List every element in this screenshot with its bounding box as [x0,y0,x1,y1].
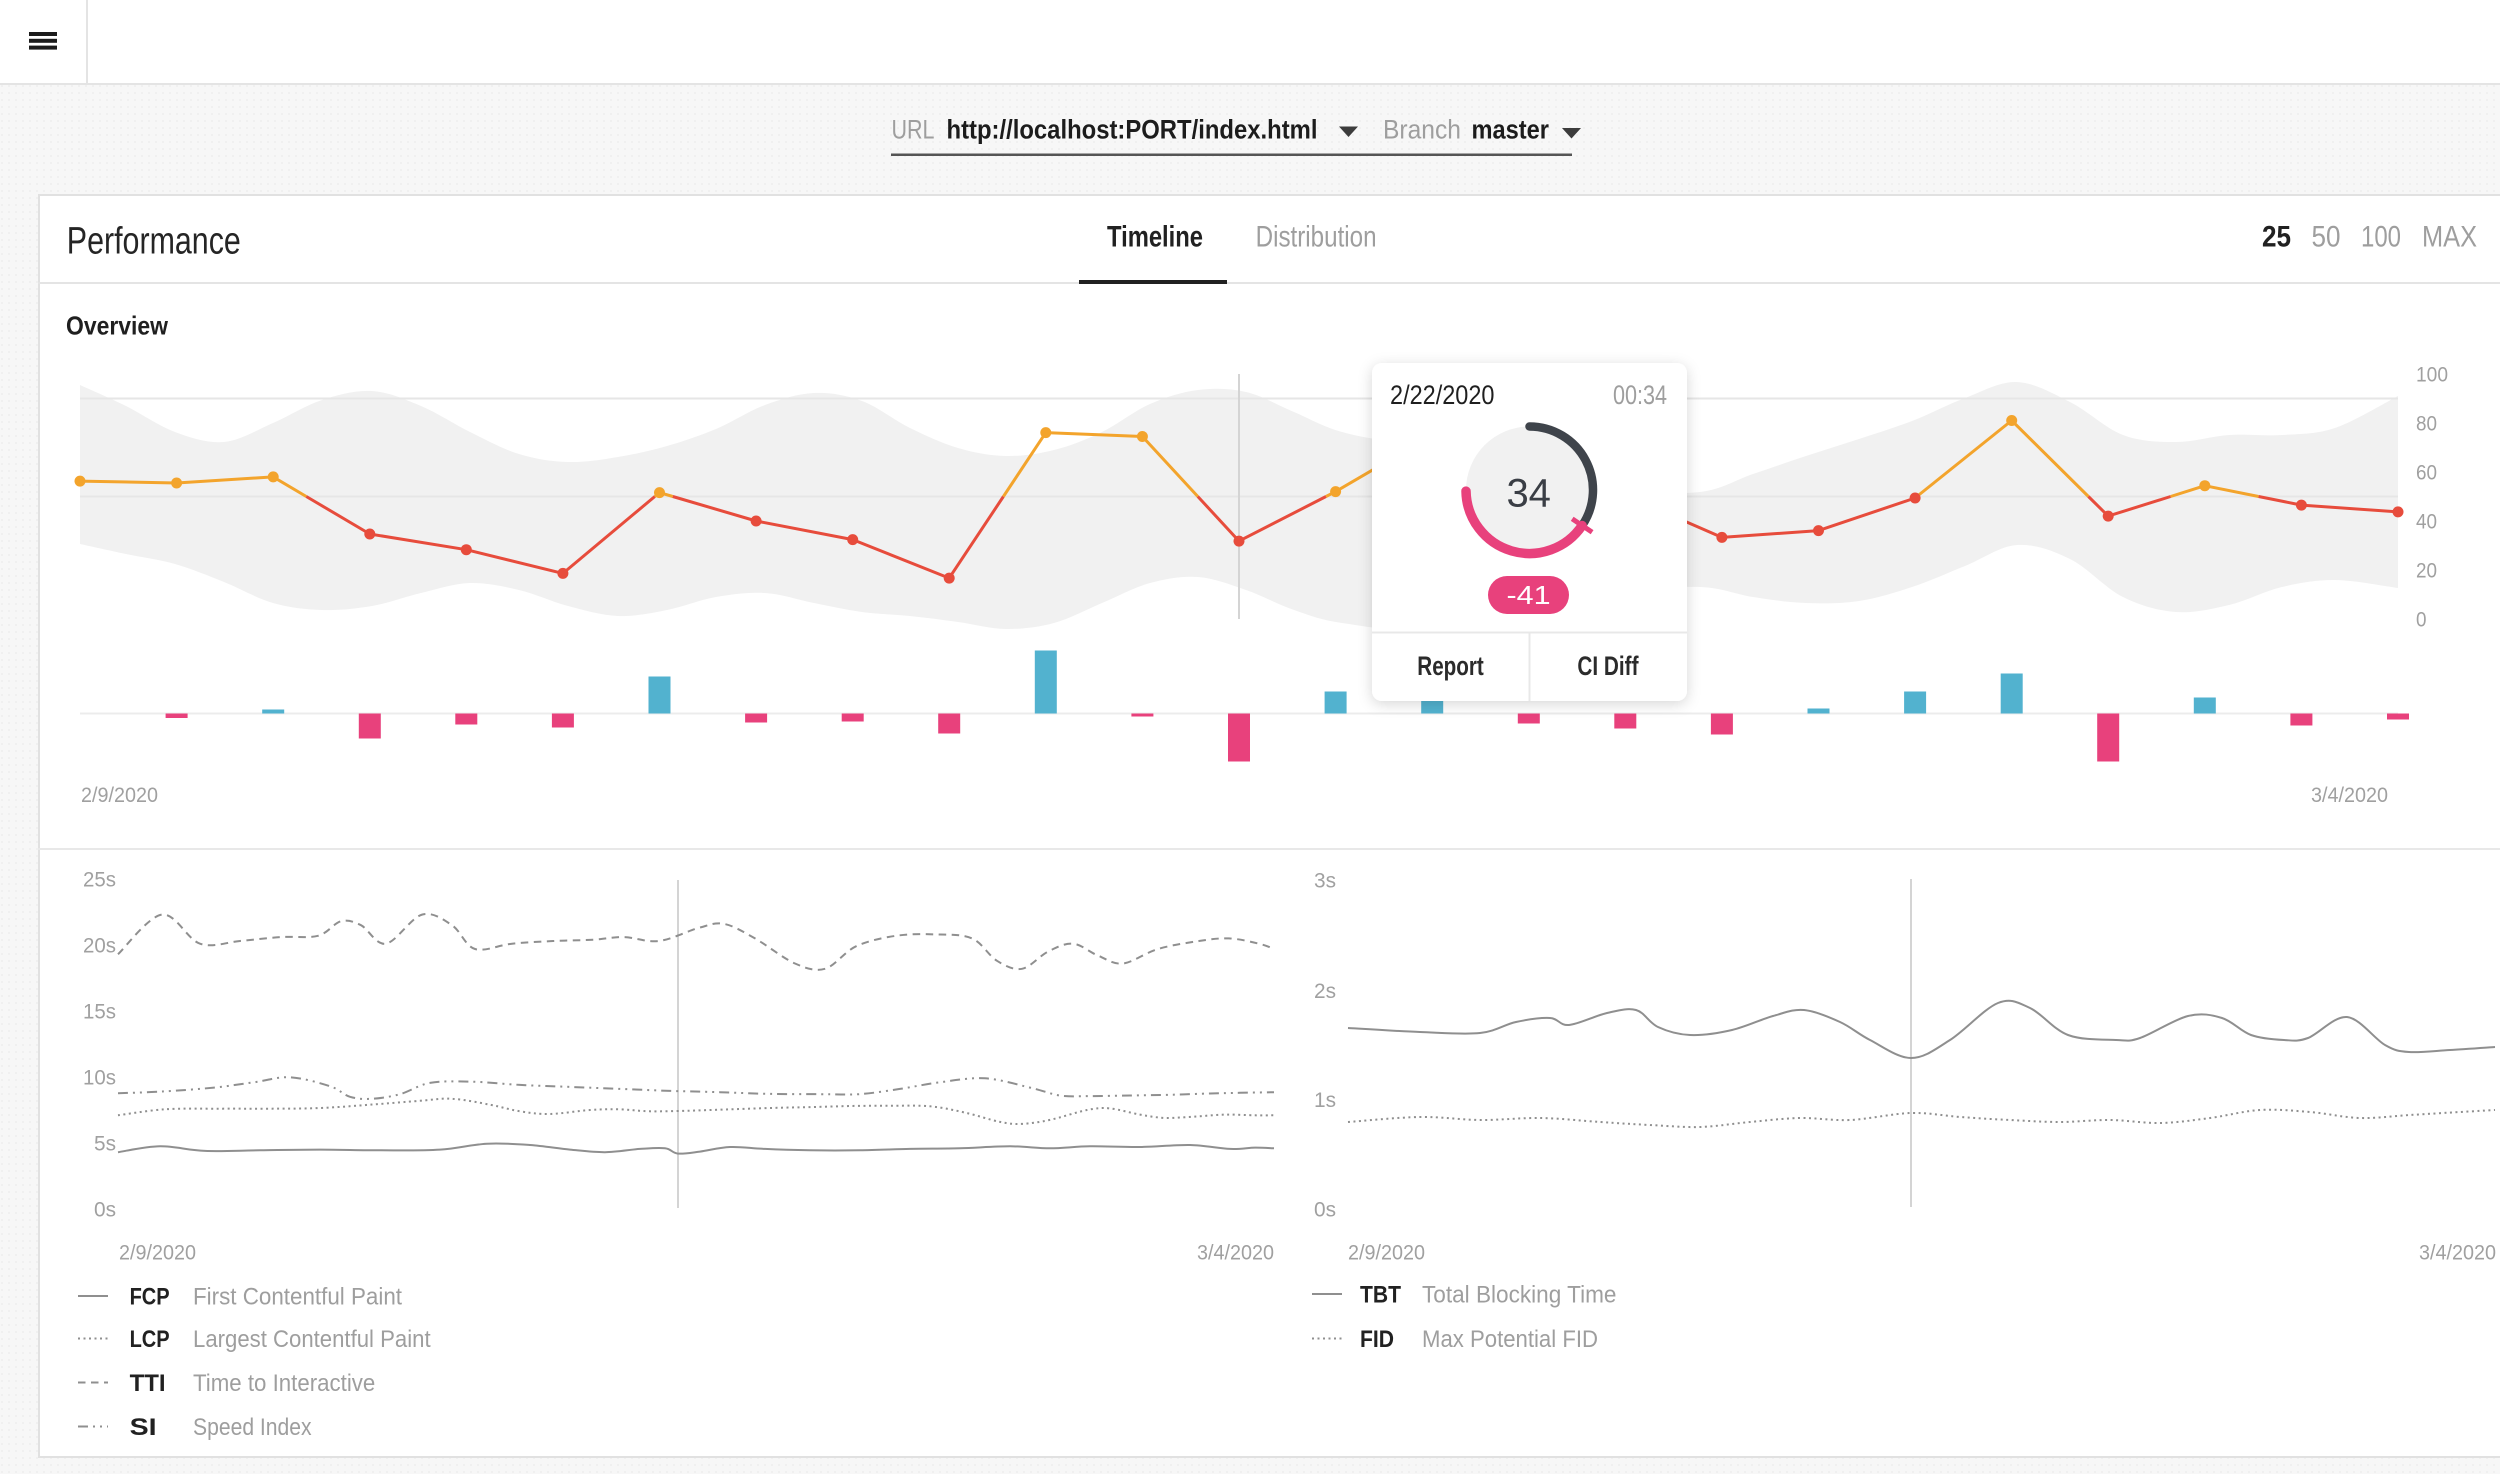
svg-text:20s: 20s [83,935,116,958]
svg-text:50: 50 [2312,221,2341,254]
svg-text:2/9/2020: 2/9/2020 [119,1242,196,1265]
svg-text:60: 60 [2416,462,2437,485]
svg-text:10s: 10s [83,1067,116,1090]
svg-text:3/4/2020: 3/4/2020 [2311,784,2388,807]
svg-text:25s: 25s [83,869,116,892]
svg-text:100: 100 [2361,221,2401,254]
svg-text:2s: 2s [1314,980,1336,1003]
svg-text:40: 40 [2416,511,2437,534]
svg-text:Performance: Performance [67,221,241,263]
svg-text:Overview: Overview [66,311,169,341]
svg-text:15s: 15s [83,1001,116,1024]
svg-text:CI Diff: CI Diff [1577,651,1639,681]
svg-text:Time to Interactive: Time to Interactive [193,1370,375,1397]
svg-text:2/9/2020: 2/9/2020 [1348,1242,1425,1265]
svg-text:FID: FID [1360,1326,1394,1353]
svg-text:master: master [1472,115,1550,145]
svg-text:Max Potential FID: Max Potential FID [1422,1326,1598,1353]
svg-text:80: 80 [2416,413,2437,436]
svg-text:0: 0 [2416,609,2427,632]
svg-text:34: 34 [1506,471,1551,515]
svg-text:Report: Report [1417,651,1484,681]
svg-text:Speed Index: Speed Index [193,1414,312,1441]
svg-text:3s: 3s [1314,870,1336,893]
svg-text:TBT: TBT [1360,1282,1401,1309]
svg-text:FCP: FCP [130,1284,170,1311]
svg-text:3/4/2020: 3/4/2020 [2419,1242,2496,1265]
svg-text:2/22/2020: 2/22/2020 [1390,380,1495,410]
svg-text:-41: -41 [1507,580,1551,610]
svg-text:1s: 1s [1314,1089,1336,1112]
svg-text:Total Blocking Time: Total Blocking Time [1422,1282,1617,1309]
svg-text:100: 100 [2416,364,2448,387]
svg-text:00:34: 00:34 [1613,380,1667,410]
svg-text:TTI: TTI [130,1370,166,1397]
svg-text:Largest Contentful Paint: Largest Contentful Paint [193,1326,431,1353]
svg-text:LCP: LCP [130,1326,170,1353]
svg-text:0s: 0s [1314,1199,1336,1222]
svg-text:http://localhost:PORT/index.ht: http://localhost:PORT/index.html [947,115,1318,145]
svg-text:2/9/2020: 2/9/2020 [81,784,158,807]
svg-text:Timeline: Timeline [1107,221,1203,254]
svg-text:20: 20 [2416,560,2437,583]
svg-text:3/4/2020: 3/4/2020 [1197,1242,1274,1265]
svg-text:MAX: MAX [2422,221,2477,254]
svg-text:Distribution: Distribution [1256,221,1377,254]
svg-text:Branch: Branch [1383,115,1461,145]
svg-text:25: 25 [2262,221,2291,254]
svg-text:5s: 5s [94,1133,116,1156]
svg-text:0s: 0s [94,1199,116,1222]
svg-text:First Contentful Paint: First Contentful Paint [193,1284,402,1311]
svg-text:URL: URL [892,115,935,145]
svg-text:SI: SI [130,1414,157,1441]
